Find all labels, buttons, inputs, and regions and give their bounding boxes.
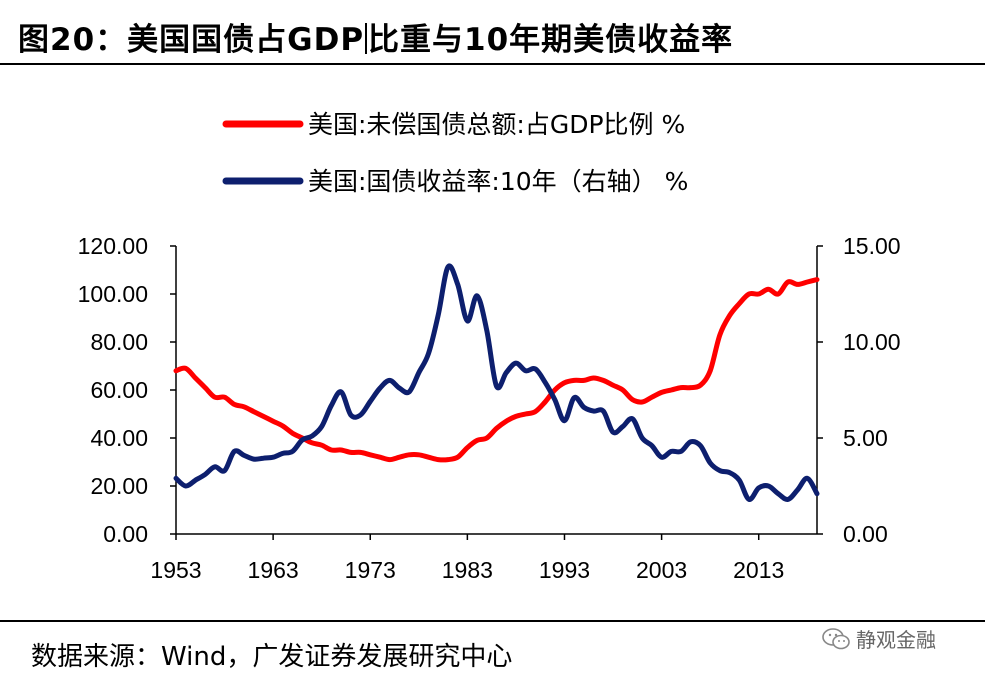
y-left-tick-label: 120.00 [78, 233, 148, 259]
y-left-tick-label: 80.00 [90, 329, 148, 355]
page-title: 图20：美国国债占GDP 比重与10年期美债收益率 [18, 14, 733, 59]
watermark-text: 静观金融 [856, 628, 936, 652]
chart-series [173, 263, 820, 502]
y-right-tick-label: 5.00 [843, 425, 888, 451]
x-tick-label: 1953 [150, 557, 201, 583]
y-left-tick-label: 100.00 [78, 281, 148, 307]
title-rule [0, 63, 985, 65]
y-right-tick-label: 0.00 [843, 521, 888, 547]
source-note: 数据来源：Wind，广发证券发展研究中心 [31, 642, 513, 672]
source-rule [0, 620, 985, 622]
chart-canvas: 美国:未偿国债总额:占GDP比例 % 美国:国债收益率:10年（右轴） % 0.0… [78, 110, 901, 583]
x-tick-label: 1963 [248, 557, 299, 583]
legend-label: 美国:未偿国债总额:占GDP比例 % [308, 110, 685, 139]
y-right-tick-label: 15.00 [843, 233, 901, 259]
legend: 美国:未偿国债总额:占GDP比例 % 美国:国债收益率:10年（右轴） % [222, 110, 688, 196]
x-tick-label: 1993 [539, 557, 590, 583]
page-title-part1: 图20：美国国债占GDP [18, 22, 365, 58]
y-left-tick-label: 40.00 [90, 425, 148, 451]
legend-label: 美国:国债收益率:10年（右轴） % [308, 167, 688, 196]
watermark: 静观金融 [822, 624, 936, 653]
title-cursor-divider [365, 23, 368, 54]
chart-axes [175, 246, 818, 535]
x-tick-label: 1983 [442, 557, 493, 583]
y-left-tick-label: 0.00 [103, 521, 148, 547]
series-line-debt-to-gdp [173, 277, 820, 463]
series-line-10y-yield [173, 263, 820, 502]
y-left-tick-label: 20.00 [90, 473, 148, 499]
y-left-tick-label: 60.00 [90, 377, 148, 403]
chart-ticks: 0.00 20.00 40.00 60.00 80.00 100.00 120.00 0.00… [78, 233, 901, 583]
x-tick-label: 2013 [733, 557, 784, 583]
page-title-part2: 比重与10年期美债收益率 [368, 22, 734, 58]
x-tick-label: 1973 [345, 557, 396, 583]
y-right-tick-label: 10.00 [843, 329, 901, 355]
wechat-icon [822, 627, 850, 649]
x-tick-label: 2003 [636, 557, 687, 583]
